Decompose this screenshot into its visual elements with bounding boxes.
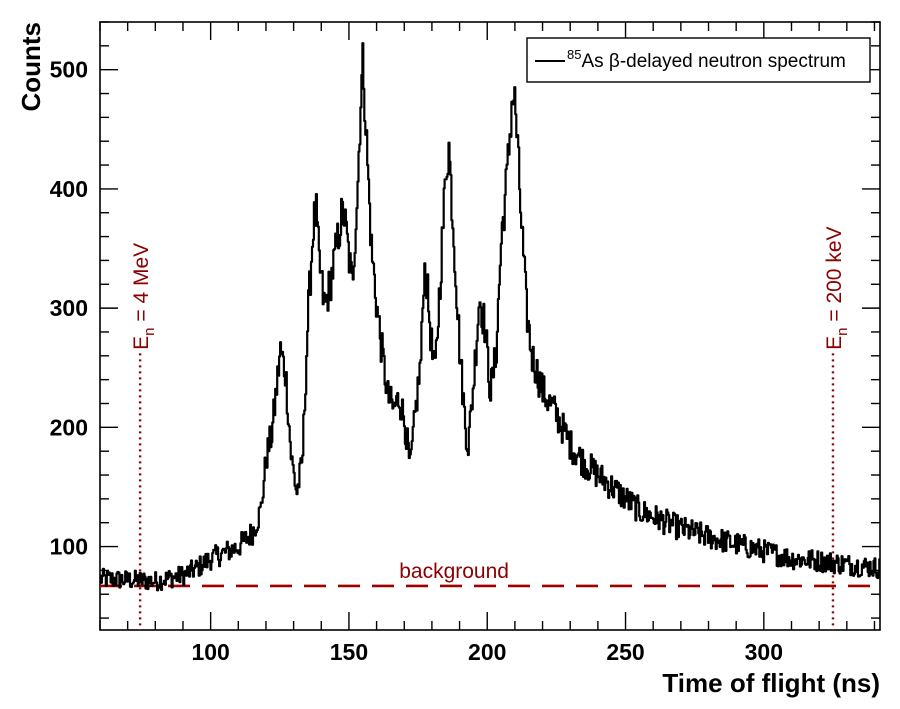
legend-box <box>526 37 871 83</box>
plot-frame <box>99 21 881 631</box>
spectrum-line <box>99 42 881 592</box>
y-tick-label: 400 <box>50 176 88 202</box>
energy-marker-label: En = 200 keV <box>823 226 851 349</box>
axis-ticks <box>99 21 880 630</box>
energy-marker-label: En = 4 MeV <box>130 243 158 350</box>
y-tick-label: 500 <box>50 57 88 83</box>
legend: 85As β-delayed neutron spectrum <box>526 37 871 83</box>
x-tick-label: 200 <box>468 639 506 665</box>
y-tick-label: 300 <box>50 295 88 321</box>
y-tick-label: 200 <box>50 414 88 440</box>
x-tick-label: 300 <box>745 639 783 665</box>
tick-labels: 100 150 200 250 300 100 200 300 400 500 <box>50 57 783 665</box>
y-tick-label: 100 <box>50 534 88 560</box>
x-axis-title: Time of flight (ns) <box>662 668 880 698</box>
legend-label: 85As β-delayed neutron spectrum <box>567 47 846 72</box>
x-tick-label: 150 <box>330 639 368 665</box>
energy-markers: En = 4 MeV En = 200 keV <box>130 226 851 630</box>
background-label: background <box>399 560 509 583</box>
x-tick-label: 250 <box>606 639 644 665</box>
y-axis-title: Counts <box>16 22 46 112</box>
x-tick-label: 100 <box>191 639 229 665</box>
